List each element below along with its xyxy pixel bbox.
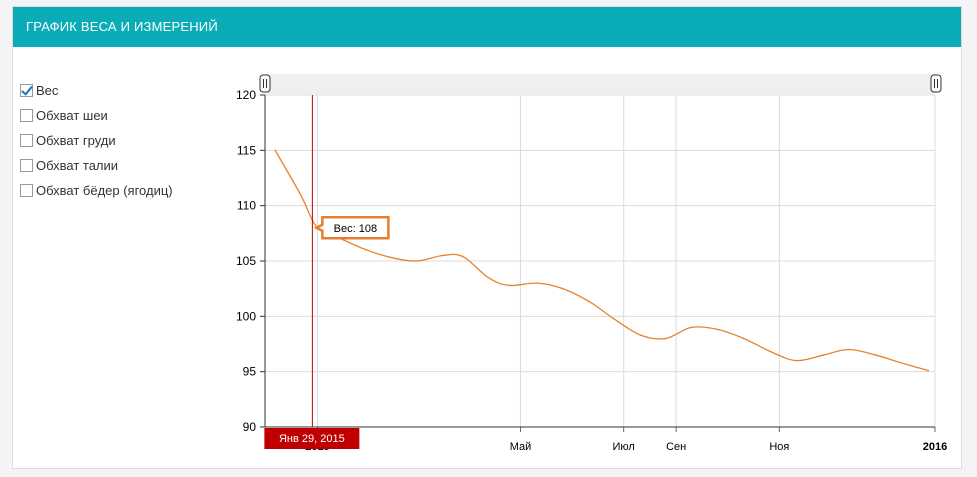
cursor-date-badge [264, 428, 360, 449]
data-point [847, 348, 850, 351]
data-point [639, 334, 642, 336]
y-tick-label: 115 [237, 143, 256, 157]
data-point [507, 284, 510, 287]
data-point [665, 337, 667, 340]
x-tick-label: Июл [613, 441, 635, 453]
y-tick-label: 105 [236, 254, 256, 268]
data-point [462, 255, 464, 258]
y-tick-label: 95 [243, 365, 257, 379]
panel-title: ГРАФИК ВЕСА И ИЗМЕРЕНИЙ [13, 7, 961, 47]
data-point [612, 317, 615, 320]
data-point [365, 249, 368, 251]
series-toggle-1[interactable]: Обхват шеи [20, 103, 173, 128]
y-tick-label: 100 [236, 309, 256, 323]
series-toggle-3[interactable]: Обхват талии [20, 153, 173, 178]
data-point [274, 149, 276, 152]
y-tick-label: 110 [237, 199, 256, 213]
series-checkbox[interactable] [20, 184, 33, 197]
series-checkbox[interactable] [20, 109, 33, 122]
x-tick-label: Май [510, 441, 532, 453]
data-point [299, 193, 302, 196]
x-tick-label: 2016 [923, 441, 947, 453]
data-point [927, 369, 930, 372]
data-point [536, 282, 539, 284]
data-point [487, 276, 490, 279]
data-point [441, 254, 444, 257]
series-toggle-label: Вес [36, 83, 59, 98]
series-checkbox[interactable] [20, 134, 33, 147]
series-toggle-label: Обхват шеи [36, 108, 108, 123]
data-point [795, 359, 798, 362]
series-toggle-list: Вес Обхват шеи Обхват груди Обхват талии Обх… [20, 78, 173, 203]
y-tick-label: 120 [236, 88, 256, 102]
y-tick-label: 90 [243, 420, 257, 434]
series-toggle-4[interactable]: Обхват бёдер (ягодиц) [20, 178, 173, 203]
data-point [561, 287, 564, 290]
data-point [717, 328, 720, 331]
cursor-date-label: Янв 29, 2015 [279, 433, 345, 445]
series-toggle-label: Обхват груди [36, 133, 116, 148]
chart-scrollbar [265, 74, 935, 94]
x-tick-label: Сен [666, 441, 686, 453]
data-point [416, 260, 419, 262]
series-toggle-0[interactable]: Вес [20, 78, 173, 103]
data-point [690, 326, 693, 329]
data-point [743, 337, 745, 340]
x-tick-label: Ноя [769, 441, 789, 453]
series-line-weight [274, 150, 929, 372]
series-checkbox[interactable] [20, 84, 33, 97]
data-point [589, 301, 591, 303]
series-checkbox[interactable] [20, 159, 33, 172]
scrollbar-right-handle[interactable] [930, 74, 942, 93]
data-point [391, 256, 393, 259]
data-point [770, 350, 772, 353]
series-toggle-label: Обхват талии [36, 158, 119, 173]
series-toggle-2[interactable]: Обхват груди [20, 128, 173, 153]
scrollbar-left-handle[interactable] [259, 74, 271, 93]
data-point [900, 362, 902, 364]
tooltip-label: Вес: 108 [334, 223, 377, 235]
data-point [874, 354, 877, 356]
series-toggle-label: Обхват бёдер (ягодиц) [36, 183, 173, 198]
tooltip-box [313, 216, 390, 240]
data-point [822, 354, 825, 356]
